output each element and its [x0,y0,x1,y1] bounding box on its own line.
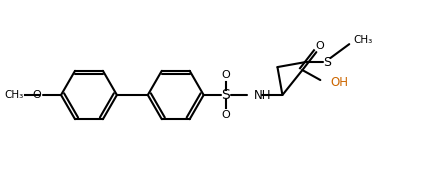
Text: CH₃: CH₃ [353,35,373,45]
Text: CH₃: CH₃ [4,90,23,100]
Text: NH: NH [253,89,271,101]
Text: O: O [221,70,230,80]
Text: S: S [221,88,230,102]
Text: O: O [221,110,230,120]
Text: O: O [33,90,41,100]
Text: S: S [323,56,331,69]
Text: OH: OH [330,76,348,89]
Text: O: O [315,41,324,51]
